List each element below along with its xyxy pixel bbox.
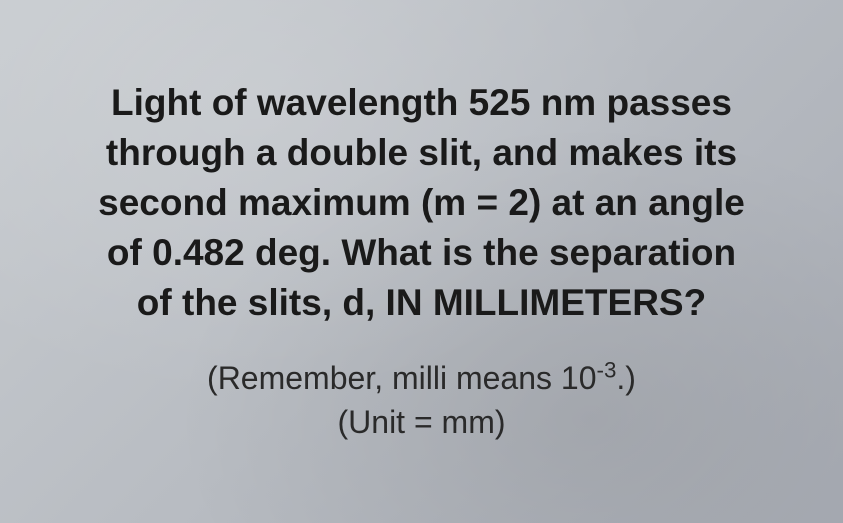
question-line-5-prefix: of the slits, d, — [137, 282, 386, 323]
question-line-4: of 0.482 deg. What is the separation — [107, 232, 736, 273]
question-line-2: through a double slit, and makes its — [106, 132, 737, 173]
hint-superscript: -3 — [596, 357, 616, 382]
hint-line-1-prefix: (Remember, milli means 10 — [207, 360, 596, 396]
hint-text: (Remember, milli means 10-3.) (Unit = mm… — [40, 356, 803, 446]
question-text: Light of wavelength 525 nm passes throug… — [40, 78, 803, 328]
question-line-3: second maximum (m = 2) at an angle — [98, 182, 745, 223]
hint-line-1-suffix: .) — [616, 360, 636, 396]
question-emphasis: IN MILLIMETERS? — [386, 282, 707, 323]
hint-line-2: (Unit = mm) — [338, 404, 506, 440]
question-line-1: Light of wavelength 525 nm passes — [111, 82, 732, 123]
